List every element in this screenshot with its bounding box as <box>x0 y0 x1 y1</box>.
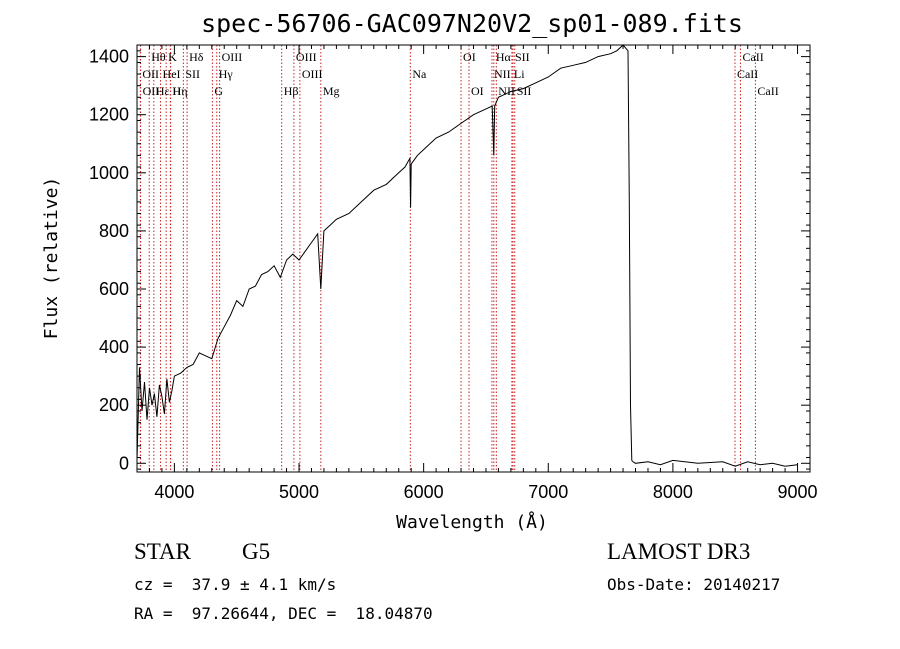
y-axis: 0 200 400 600 800 1000 1200 1400 <box>89 47 810 473</box>
spectral-line-label: Hθ <box>151 50 166 64</box>
object-subclass: G5 <box>242 539 271 564</box>
y-tick-label: 800 <box>99 221 129 241</box>
spectral-line-label: Hα <box>496 50 512 64</box>
spectral-line-label: HeI <box>163 67 181 81</box>
spectral-line-label: SII <box>185 67 200 81</box>
spectral-line-label: Hβ <box>284 84 299 98</box>
plot-frame <box>136 44 811 473</box>
x-axis-label: Wavelength (Å) <box>396 511 548 533</box>
spectral-line-label: OII <box>143 84 160 98</box>
y-tick-label: 200 <box>99 395 129 415</box>
spectral-line-label: OI <box>463 50 476 64</box>
spectral-line-label: NII <box>498 84 515 98</box>
spectral-line-label: OIII <box>222 50 243 64</box>
spectral-line-label: Li <box>514 67 525 81</box>
spectral-line-label: Hδ <box>189 50 204 64</box>
obs-date-text: Obs-Date: 20140217 <box>607 575 781 594</box>
spectral-line-label: Hη <box>173 84 188 98</box>
chart-title: spec-56706-GAC097N20V2_sp01-089.fits <box>201 9 743 38</box>
spectral-line-label: Na <box>412 67 427 81</box>
spectral-line-label: SII <box>517 84 532 98</box>
spectral-line-label: Hε <box>156 84 170 98</box>
y-tick-label: 1000 <box>89 163 129 183</box>
x-tick-label: 5000 <box>279 482 319 502</box>
spectral-line-label: OIII <box>296 50 317 64</box>
survey-name: LAMOST DR3 <box>607 539 751 564</box>
x-tick-label: 4000 <box>154 482 194 502</box>
x-tick-label: 9000 <box>778 482 818 502</box>
y-tick-label: 600 <box>99 279 129 299</box>
coordinates-text: RA = 97.26644, DEC = 18.04870 <box>134 604 433 623</box>
spectral-line-label: OI <box>471 84 484 98</box>
redshift-text: cz = 37.9 ± 4.1 km/s <box>134 575 337 594</box>
y-tick-label: 1400 <box>89 47 129 67</box>
spectral-line-label: OIII <box>302 67 323 81</box>
spectral-line-label: SII <box>515 50 530 64</box>
spectral-line-label: G <box>214 84 223 98</box>
spectral-line-label: Hγ <box>219 67 234 81</box>
y-tick-label: 1200 <box>89 105 129 125</box>
y-axis-label: Flux (relative) <box>41 177 62 340</box>
spectral-line-label: NII <box>494 67 511 81</box>
object-type: STAR <box>134 539 191 564</box>
x-tick-label: 8000 <box>653 482 693 502</box>
spectral-line-label: CaII <box>757 84 778 98</box>
spectral-line-markers <box>139 45 756 472</box>
x-axis: 4000 5000 6000 7000 8000 9000 <box>148 45 818 502</box>
x-tick-label: 7000 <box>528 482 568 502</box>
spectral-line-label: H <box>172 84 181 98</box>
y-tick-label: 0 <box>119 453 129 473</box>
spectral-line-label: CaII <box>742 50 763 64</box>
spectral-line-label: Mg <box>323 84 340 98</box>
spectral-line-label: OII <box>142 67 159 81</box>
x-tick-label: 6000 <box>404 482 444 502</box>
spectral-line-label: CaII <box>737 67 758 81</box>
spectral-line-label: K <box>168 50 177 64</box>
y-tick-label: 400 <box>99 337 129 357</box>
flux-series-line <box>136 44 798 467</box>
